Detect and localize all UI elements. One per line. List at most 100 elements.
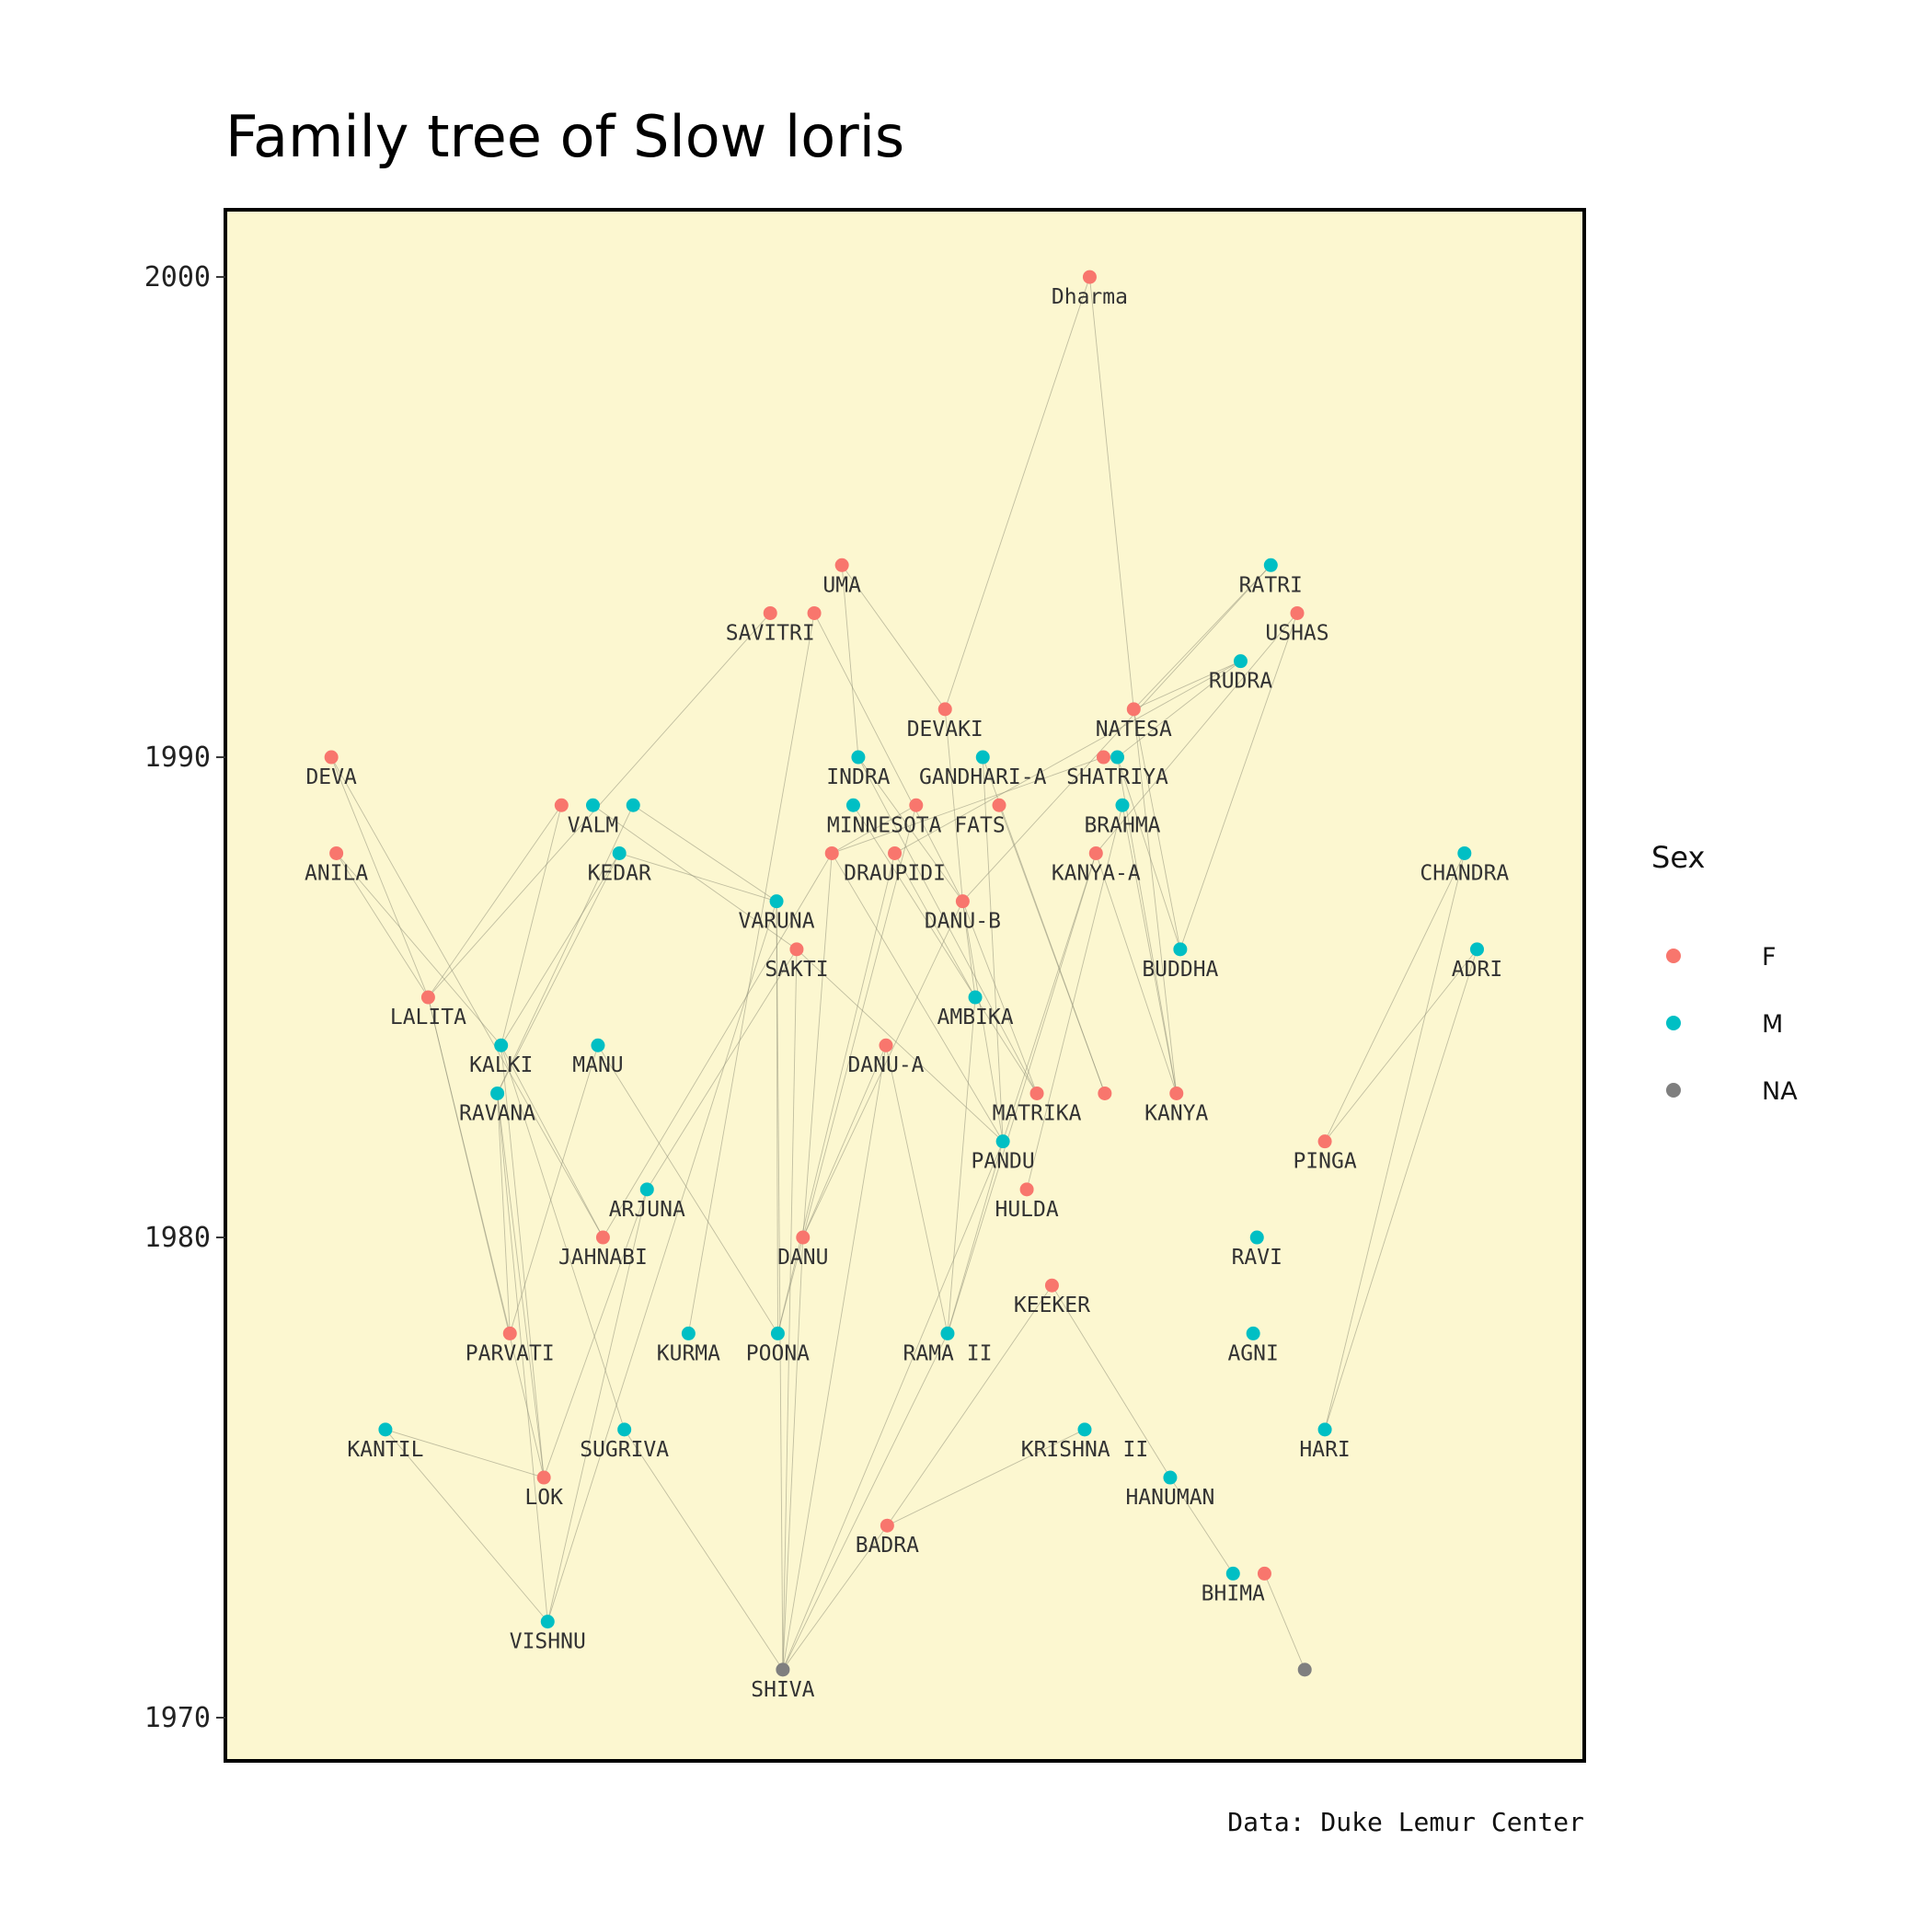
node-label: LOK bbox=[524, 1486, 563, 1510]
family-edge bbox=[603, 853, 833, 1238]
family-edge bbox=[1133, 564, 1271, 710]
node-point bbox=[1077, 1422, 1092, 1437]
node-point bbox=[879, 1038, 893, 1052]
node-label: KALKI bbox=[469, 1053, 533, 1077]
y-tick-label: 1990 bbox=[144, 742, 211, 774]
node-label: DEVAKI bbox=[907, 718, 983, 742]
node-label: UMA bbox=[822, 573, 861, 597]
node-point bbox=[591, 1038, 605, 1052]
family-edge bbox=[385, 1429, 548, 1622]
family-edge bbox=[1133, 661, 1241, 710]
node-point bbox=[807, 605, 822, 620]
family-edge bbox=[782, 1141, 1004, 1670]
family-edge bbox=[497, 805, 634, 1094]
family-edge bbox=[624, 1429, 784, 1671]
family-edge bbox=[336, 853, 429, 998]
node-label: MATRIKA bbox=[993, 1101, 1082, 1125]
node-label: DRAUPIDI bbox=[844, 861, 946, 885]
node-point bbox=[834, 558, 849, 572]
family-edge bbox=[782, 1333, 949, 1671]
node-label: INDRA bbox=[826, 765, 890, 789]
node-label: AMBIKA bbox=[937, 1006, 1014, 1029]
family-edge bbox=[1324, 949, 1478, 1430]
node-label: VISHNU bbox=[510, 1630, 586, 1654]
node-label: SHATRIYA bbox=[1066, 765, 1168, 789]
family-edge bbox=[857, 756, 1038, 1094]
node-label: RAVI bbox=[1232, 1246, 1282, 1270]
family-edge bbox=[1324, 853, 1466, 1430]
family-edge bbox=[813, 613, 963, 902]
node-point bbox=[824, 845, 839, 860]
legend: Sex F M NA bbox=[1651, 840, 1798, 1106]
node-point bbox=[1233, 654, 1248, 669]
family-edge bbox=[944, 708, 963, 902]
node-point bbox=[1098, 1086, 1112, 1100]
family-edge bbox=[497, 1093, 511, 1334]
family-edge bbox=[1133, 708, 1181, 949]
node-label: JAHNABI bbox=[558, 1246, 648, 1270]
family-edge bbox=[776, 853, 896, 1334]
node-label: BHIMA bbox=[1202, 1581, 1265, 1605]
family-edge bbox=[853, 805, 976, 998]
family-edge bbox=[831, 804, 917, 854]
family-edge bbox=[1121, 805, 1178, 1094]
y-axis: 1970 1980 1990 2000 bbox=[144, 261, 225, 1734]
node-point bbox=[992, 798, 1006, 812]
family-edge bbox=[776, 901, 784, 1670]
family-edge bbox=[974, 996, 1038, 1094]
node-label: VARUNA bbox=[739, 910, 815, 934]
node-label: HANUMAN bbox=[1125, 1486, 1214, 1510]
node-label: ARJUNA bbox=[609, 1198, 685, 1222]
node-label: Dharma bbox=[1052, 285, 1128, 309]
node-point bbox=[763, 605, 777, 620]
family-edge bbox=[894, 661, 1241, 854]
family-edge bbox=[336, 853, 502, 1046]
family-edge bbox=[857, 756, 963, 902]
node-point bbox=[1163, 1470, 1178, 1485]
legend-key bbox=[1666, 1016, 1681, 1030]
node-point bbox=[937, 702, 952, 717]
node-label: DANU-A bbox=[847, 1053, 924, 1077]
node-point bbox=[494, 1038, 509, 1052]
node-label: SUGRIVA bbox=[580, 1438, 669, 1462]
node-point bbox=[1169, 1086, 1184, 1100]
node-point bbox=[595, 1230, 610, 1245]
node-label: POONA bbox=[746, 1341, 810, 1365]
node-point bbox=[585, 798, 600, 812]
family-edge bbox=[500, 853, 620, 1046]
node-label: DEVA bbox=[305, 765, 357, 789]
legend-label: NA bbox=[1762, 1077, 1798, 1106]
node-label: KURMA bbox=[657, 1341, 720, 1365]
family-edge bbox=[796, 949, 1004, 1142]
node-point bbox=[502, 1326, 517, 1340]
family-edge bbox=[1133, 708, 1178, 1094]
family-edge bbox=[428, 805, 562, 998]
family-edge bbox=[330, 756, 429, 998]
family-edge bbox=[500, 1045, 604, 1238]
family-edge bbox=[782, 949, 798, 1670]
family-edge bbox=[546, 1189, 648, 1622]
node-label: RUDRA bbox=[1209, 670, 1272, 694]
family-edge bbox=[687, 613, 815, 1334]
family-edge bbox=[619, 853, 777, 903]
legend-key bbox=[1666, 1083, 1681, 1098]
family-edge bbox=[961, 901, 1038, 1094]
family-edge bbox=[947, 1141, 1004, 1334]
node-label: KRISHNA II bbox=[1021, 1438, 1148, 1462]
family-edge bbox=[497, 853, 620, 1094]
node-label: PINGA bbox=[1293, 1150, 1356, 1174]
family-edge bbox=[982, 757, 1004, 1142]
family-edge bbox=[592, 804, 798, 950]
node-label: HARI bbox=[1299, 1438, 1350, 1462]
node-label: MANU bbox=[572, 1053, 623, 1077]
node-label: MINNESOTA FATS bbox=[827, 813, 1006, 837]
node-point bbox=[1469, 942, 1484, 957]
family-edge bbox=[500, 1045, 626, 1430]
node-point bbox=[612, 845, 627, 860]
family-edge bbox=[886, 1284, 1052, 1526]
node-point bbox=[1249, 1230, 1264, 1245]
node-point bbox=[378, 1422, 393, 1437]
family-edge bbox=[887, 1429, 1086, 1526]
node-label: NATESA bbox=[1096, 718, 1172, 742]
